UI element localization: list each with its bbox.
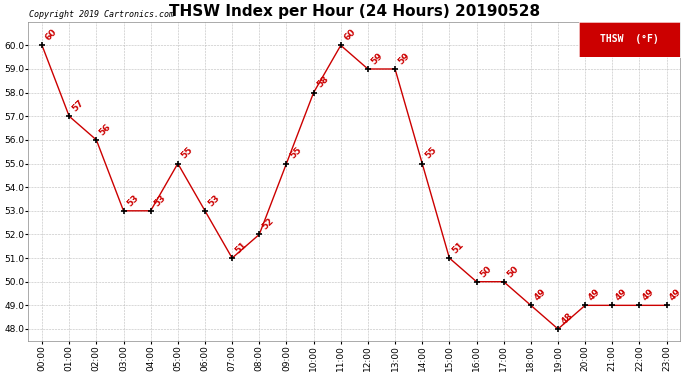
- Text: 53: 53: [206, 193, 221, 208]
- Text: 49: 49: [613, 287, 629, 303]
- Text: 53: 53: [125, 193, 140, 208]
- Text: 56: 56: [98, 122, 113, 137]
- Text: 48: 48: [560, 311, 575, 326]
- Text: 60: 60: [342, 27, 357, 43]
- Text: 51: 51: [233, 240, 248, 255]
- Text: 58: 58: [315, 75, 331, 90]
- Text: 51: 51: [451, 240, 466, 255]
- Text: 55: 55: [288, 146, 303, 161]
- Text: 57: 57: [70, 98, 86, 114]
- Title: THSW Index per Hour (24 Hours) 20190528: THSW Index per Hour (24 Hours) 20190528: [169, 4, 540, 19]
- Text: 55: 55: [424, 146, 439, 161]
- Text: 59: 59: [369, 51, 384, 66]
- Text: 50: 50: [478, 264, 493, 279]
- Text: 50: 50: [505, 264, 520, 279]
- Text: 49: 49: [641, 287, 656, 303]
- Text: 53: 53: [152, 193, 167, 208]
- Text: Copyright 2019 Cartronics.com: Copyright 2019 Cartronics.com: [29, 9, 174, 18]
- Text: 52: 52: [261, 216, 276, 232]
- Text: 55: 55: [179, 146, 195, 161]
- Text: 49: 49: [668, 287, 683, 303]
- Text: 49: 49: [586, 287, 602, 303]
- Text: 60: 60: [43, 27, 59, 43]
- Text: 49: 49: [532, 287, 548, 303]
- Text: 59: 59: [397, 51, 412, 66]
